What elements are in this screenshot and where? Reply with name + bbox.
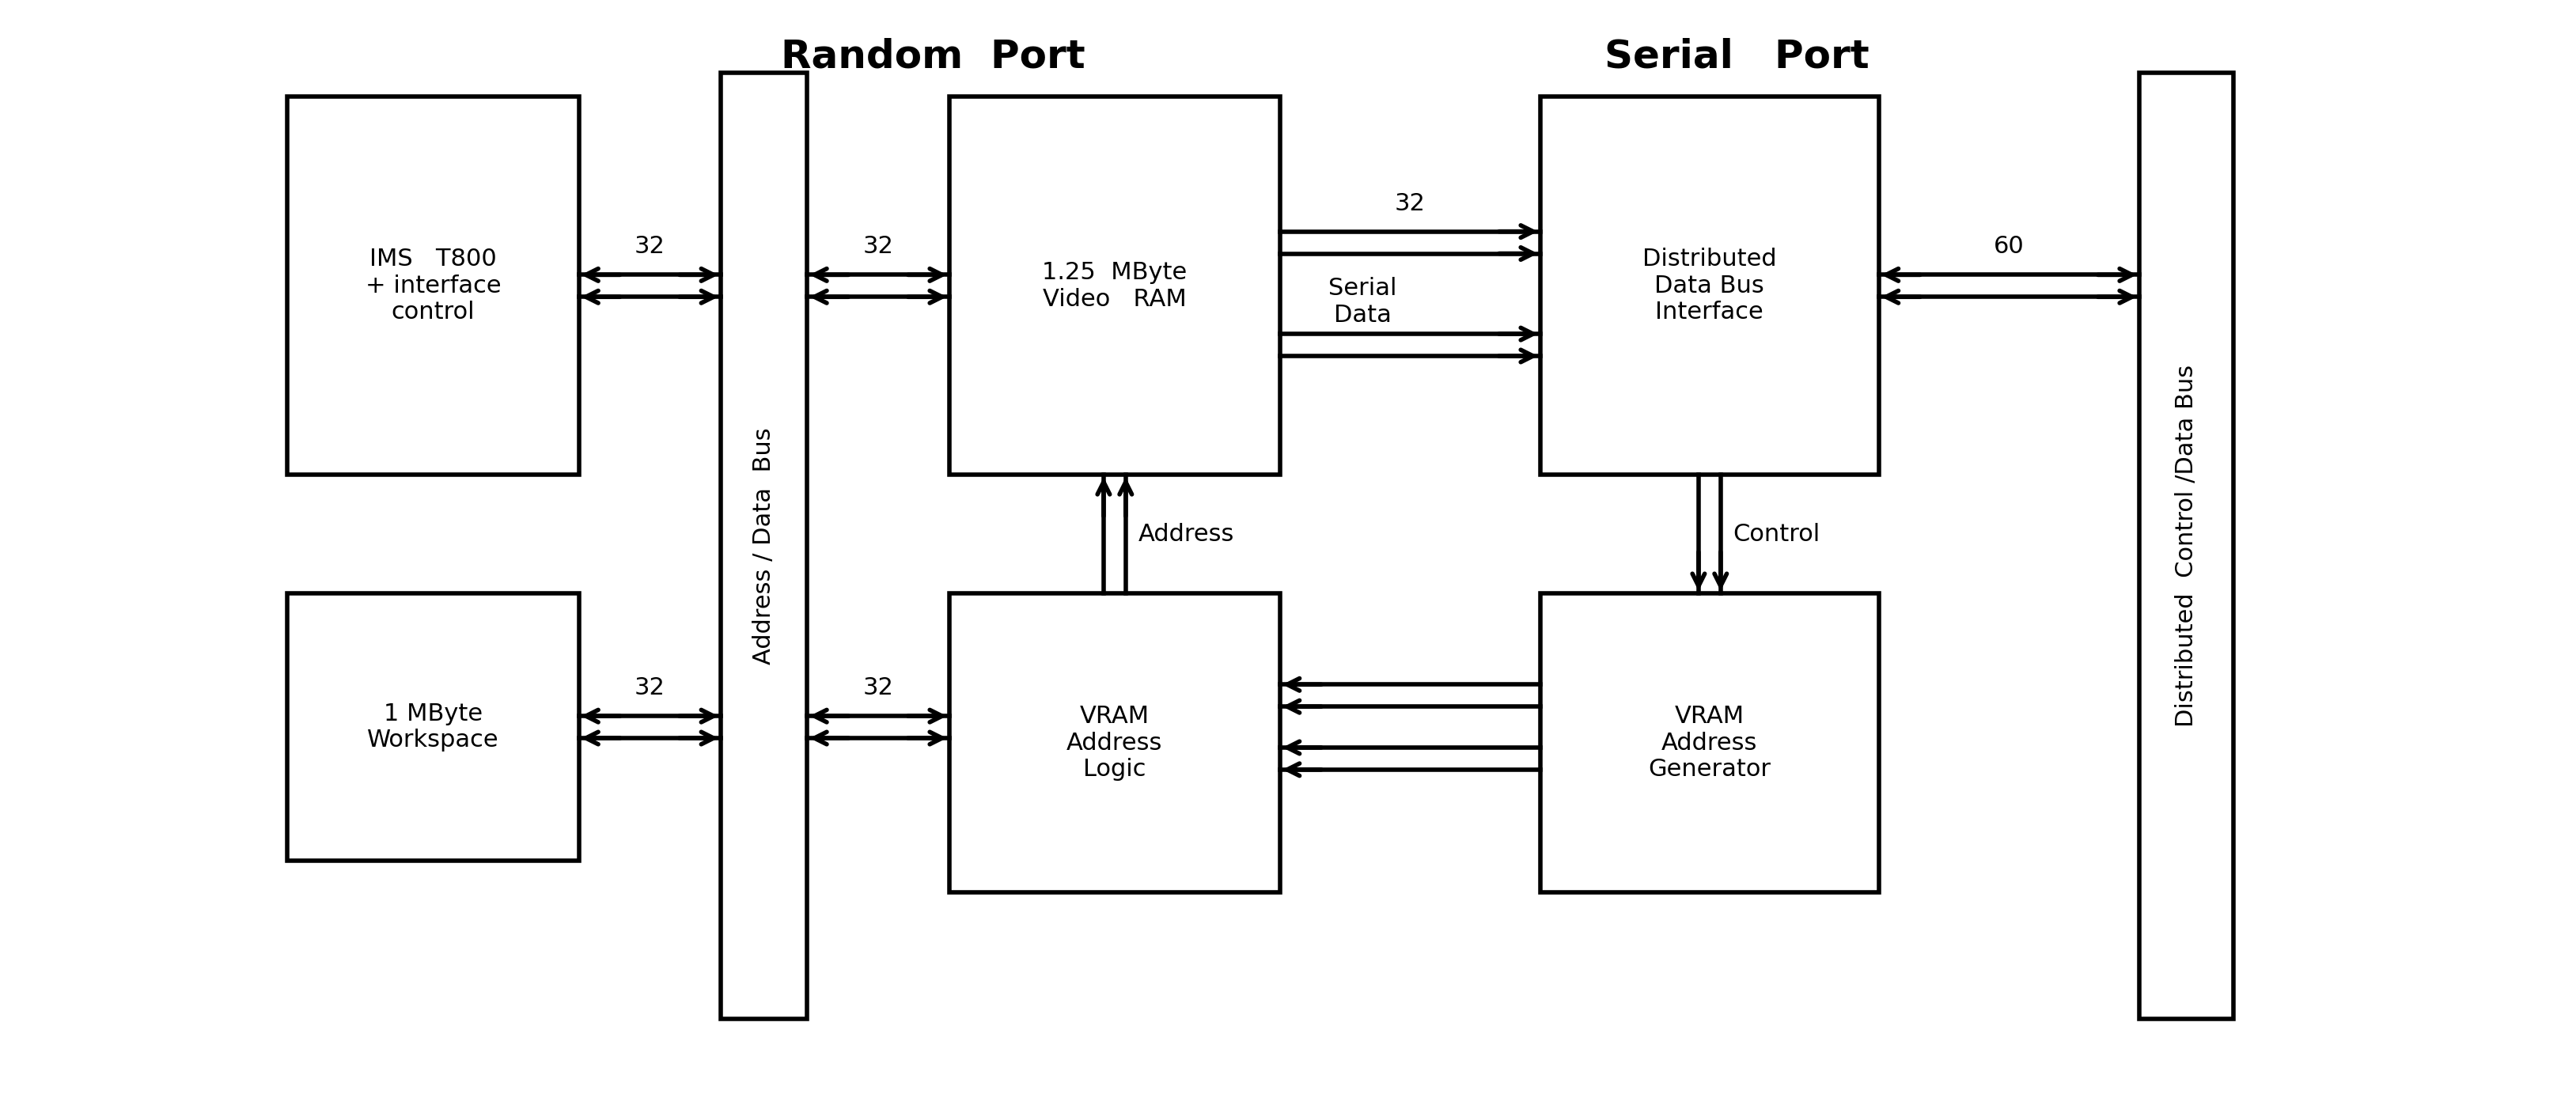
Text: 32: 32: [1394, 192, 1425, 215]
Text: VRAM
Address
Logic: VRAM Address Logic: [1066, 705, 1162, 781]
Text: IMS   T800
+ interface
control: IMS T800 + interface control: [366, 248, 500, 324]
Bar: [1540, 97, 1878, 475]
Text: 32: 32: [634, 235, 665, 258]
Text: Distributed
Data Bus
Interface: Distributed Data Bus Interface: [1643, 248, 1777, 324]
Bar: [289, 593, 580, 861]
Text: Distributed  Control /Data Bus: Distributed Control /Data Bus: [2174, 365, 2197, 727]
Bar: [948, 97, 1280, 475]
Text: 32: 32: [863, 235, 894, 258]
Bar: [289, 97, 580, 475]
Text: Address / Data  Bus: Address / Data Bus: [752, 427, 775, 664]
Text: Serial
Data: Serial Data: [1329, 277, 1396, 326]
Bar: [2138, 74, 2233, 1019]
Text: 60: 60: [1994, 235, 2025, 258]
Text: 32: 32: [863, 676, 894, 699]
Text: Control: Control: [1734, 523, 1821, 546]
Text: Random  Port: Random Port: [781, 37, 1084, 76]
Bar: [721, 74, 806, 1019]
Text: 1.25  MByte
Video   RAM: 1.25 MByte Video RAM: [1043, 261, 1188, 311]
Text: 1 MByte
Workspace: 1 MByte Workspace: [368, 703, 500, 752]
Text: 32: 32: [634, 676, 665, 699]
Text: Address: Address: [1139, 523, 1234, 546]
Text: Serial   Port: Serial Port: [1605, 37, 1870, 76]
Text: VRAM
Address
Generator: VRAM Address Generator: [1649, 705, 1770, 781]
Bar: [948, 593, 1280, 893]
Bar: [1540, 593, 1878, 893]
